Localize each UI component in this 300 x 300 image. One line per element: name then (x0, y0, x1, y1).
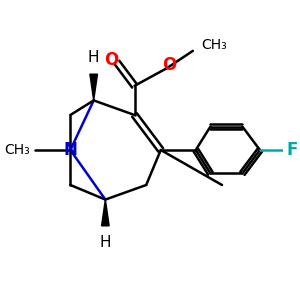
Text: O: O (104, 51, 118, 69)
Text: O: O (162, 56, 177, 74)
Text: CH₃: CH₃ (4, 143, 29, 157)
Text: H: H (100, 235, 111, 250)
Text: H: H (88, 50, 99, 65)
Text: CH₃: CH₃ (202, 38, 227, 52)
Polygon shape (102, 200, 109, 226)
Polygon shape (90, 74, 98, 100)
Text: N: N (63, 141, 77, 159)
Text: F: F (286, 141, 298, 159)
